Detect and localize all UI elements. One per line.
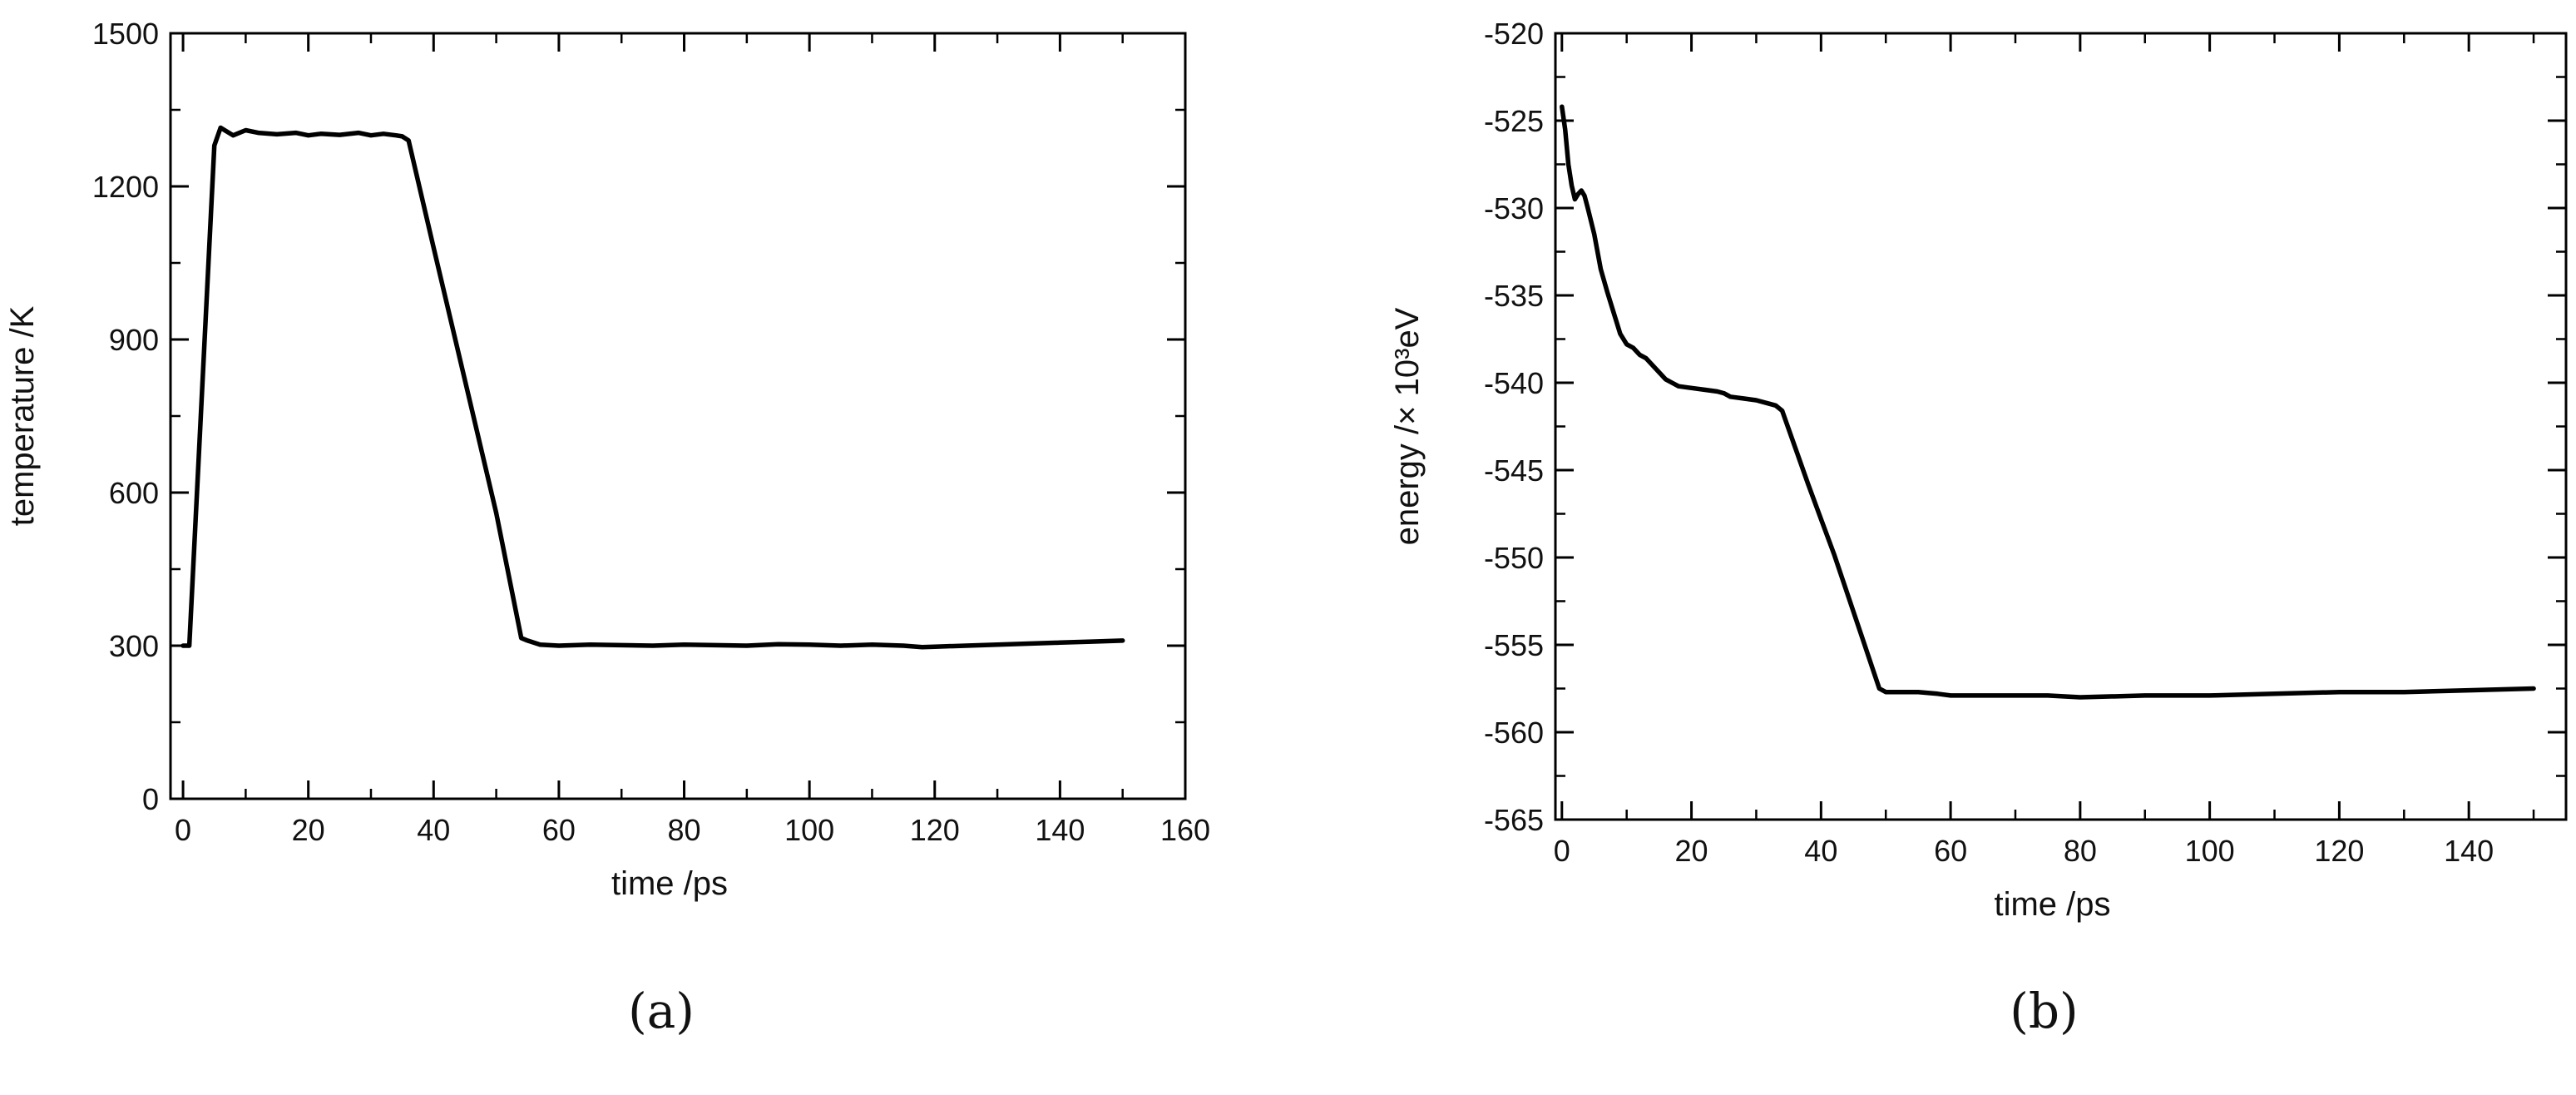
series-line xyxy=(1560,104,2536,700)
y-tick-label: -530 xyxy=(1484,191,1544,225)
y-axis-title: temperature /K xyxy=(4,305,41,526)
x-tick-label: 0 xyxy=(1554,834,1570,868)
x-tick-label: 140 xyxy=(2444,834,2494,868)
y-tick-label: -520 xyxy=(1484,17,1544,51)
x-axis-title: time /ps xyxy=(611,865,728,902)
y-tick-label: -560 xyxy=(1484,716,1544,750)
x-tick-label: 100 xyxy=(2185,834,2235,868)
panel-caption: (b) xyxy=(2010,983,2078,1039)
y-axis-title: energy /× 10³eV xyxy=(1389,307,1426,545)
y-tick-label: -535 xyxy=(1484,279,1544,313)
y-tick-label: -545 xyxy=(1484,453,1544,488)
y-tick-label: 600 xyxy=(109,476,159,510)
y-tick-label: -525 xyxy=(1484,104,1544,138)
x-tick-label: 20 xyxy=(1675,834,1708,868)
x-tick-label: 160 xyxy=(1160,813,1210,847)
x-tick-label: 80 xyxy=(2064,834,2097,868)
y-tick-label: -540 xyxy=(1484,366,1544,400)
x-tick-label: 120 xyxy=(2314,834,2364,868)
y-tick-label: 0 xyxy=(142,782,159,816)
x-tick-label: 0 xyxy=(175,813,191,847)
x-tick-label: 60 xyxy=(542,813,576,847)
y-tick-label: 1200 xyxy=(92,170,159,204)
x-tick-label: 20 xyxy=(292,813,325,847)
panel-a-temperature: 0 20 40 60 80 100 120 140 160 0 300 600 900 1200 1500 t… xyxy=(4,17,1210,1039)
y-tick-label: -555 xyxy=(1484,628,1544,662)
x-tick-label: 140 xyxy=(1035,813,1085,847)
plot-frame xyxy=(1554,32,2568,821)
x-tick-label: 80 xyxy=(668,813,701,847)
x-tick-label: 40 xyxy=(417,813,450,847)
x-tick-label: 40 xyxy=(1804,834,1837,868)
panel-b-energy: 0 20 40 60 80 100 120 140 -565 -560 -555 -550 -545 -5… xyxy=(1389,17,2568,1039)
y-tick-label: 300 xyxy=(109,629,159,663)
y-tick-label: 900 xyxy=(109,323,159,357)
series-line xyxy=(180,125,1125,650)
y-tick-label: -565 xyxy=(1484,803,1544,837)
panel-caption: (a) xyxy=(628,983,695,1039)
y-tick-label: 1500 xyxy=(92,17,159,51)
x-tick-label: 100 xyxy=(784,813,834,847)
x-axis-title: time /ps xyxy=(1994,886,2110,923)
plot-frame xyxy=(169,32,1187,800)
y-tick-label: -550 xyxy=(1484,541,1544,575)
x-tick-label: 120 xyxy=(910,813,960,847)
x-tick-label: 60 xyxy=(1934,834,1967,868)
